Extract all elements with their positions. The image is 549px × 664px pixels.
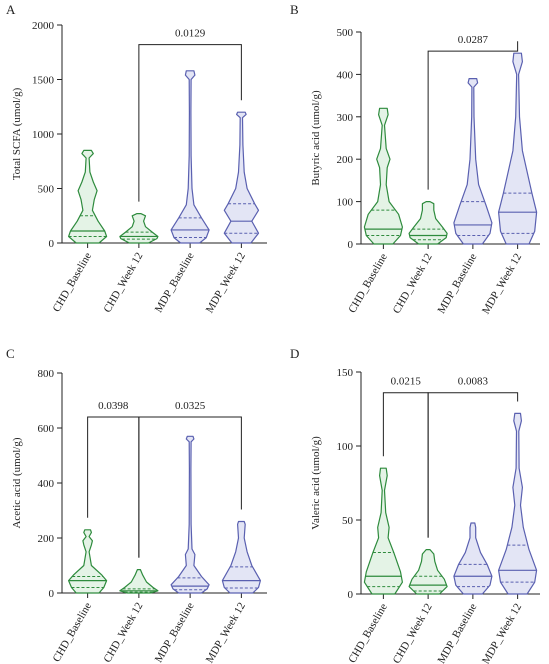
violin [221, 520, 261, 594]
y-tick-label: 500 [337, 27, 354, 39]
significance-bracket [382, 392, 429, 538]
y-axis-label: Butyric acid (umol/g) [310, 90, 322, 186]
x-tick-label: MDP_Baseline [435, 251, 479, 315]
violin [170, 435, 210, 594]
violin [363, 107, 403, 245]
significance-bracket [138, 44, 242, 202]
y-tick-label: 0 [348, 239, 354, 251]
p-value-label: 0.0398 [98, 400, 129, 412]
y-tick-label: 100 [337, 197, 354, 209]
y-tick-label: 500 [38, 184, 55, 196]
p-value-label: 0.0129 [175, 28, 206, 40]
y-tick-label: 400 [337, 69, 354, 81]
y-tick-label: 200 [38, 533, 55, 545]
panel-letter: B [290, 2, 299, 17]
y-tick-label: 2000 [32, 20, 55, 32]
y-tick-label: 400 [38, 478, 55, 490]
y-tick-label: 1000 [32, 129, 55, 141]
violin [170, 70, 210, 244]
p-value-label: 0.0325 [175, 400, 206, 412]
x-tick-label: CHD_Week 12 [101, 251, 145, 315]
p-value-label: 0.0215 [391, 376, 422, 388]
y-tick-label: 300 [337, 112, 354, 124]
x-tick-label: CHD_Week 12 [391, 602, 435, 664]
p-value-label: 0.0083 [458, 376, 489, 388]
y-tick-label: 150 [337, 367, 354, 379]
panel-a: A 0 500 1000 1500 2000 Total SCFA (umol/g) CHD_… [6, 2, 267, 315]
violin [498, 52, 538, 245]
x-tick-label: MDP_Baseline [435, 601, 479, 664]
significance-bracket [427, 392, 519, 538]
violin [408, 549, 448, 595]
y-tick-label: 1500 [32, 75, 55, 87]
p-value-label: 0.0287 [458, 34, 489, 46]
violin [453, 522, 493, 595]
y-tick-label: 100 [337, 441, 354, 453]
x-tick-label: MDP_Week 12 [480, 602, 524, 664]
panel-letter: A [6, 2, 16, 17]
significance-bracket [87, 416, 140, 558]
violin [119, 213, 159, 244]
violin [363, 467, 403, 595]
y-tick-label: 0 [49, 238, 55, 250]
panel-b: B 0 100 200 300 400 500 Butyric acid (umol/g) CH… [290, 2, 540, 316]
significance-bracket [138, 416, 242, 558]
x-tick-label: CHD_Baseline [51, 250, 95, 314]
x-tick-label: CHD_Baseline [346, 251, 390, 315]
x-tick-label: CHD_Week 12 [391, 252, 435, 316]
x-tick-label: MDP_Week 12 [204, 251, 248, 316]
y-axis-label: Valeric acid (umol/g) [310, 436, 322, 530]
violin [408, 201, 448, 245]
violin [68, 529, 108, 594]
y-tick-label: 0 [348, 589, 354, 601]
y-axis-label: Total SCFA (umol/g) [11, 87, 23, 180]
y-tick-label: 50 [342, 515, 354, 527]
panel-c: C 0 200 400 600 800 Acetic acid (umol/g) CHD_Ba… [6, 346, 267, 664]
x-tick-label: CHD_Week 12 [101, 601, 145, 664]
violin [119, 569, 159, 594]
y-tick-label: 200 [337, 154, 354, 166]
y-tick-label: 600 [38, 423, 55, 435]
x-tick-label: CHD_Baseline [346, 601, 390, 664]
panel-d: D 0 50 100 150 Valeric acid (umol/g) CHD_Basel… [290, 346, 540, 664]
violin [223, 111, 260, 244]
violin [68, 149, 108, 244]
x-tick-label: CHD_Baseline [51, 600, 95, 664]
x-tick-label: MDP_Week 12 [480, 252, 524, 317]
x-tick-label: MDP_Week 12 [204, 601, 248, 664]
y-axis-label: Acetic acid (umol/g) [11, 437, 23, 528]
y-tick-label: 0 [49, 588, 55, 600]
x-tick-label: MDP_Baseline [153, 600, 197, 664]
violin [453, 78, 493, 245]
x-tick-label: MDP_Baseline [153, 250, 197, 314]
violin [498, 412, 538, 595]
significance-bracket [427, 41, 519, 190]
panel-letter: C [6, 346, 15, 361]
y-tick-label: 800 [38, 368, 55, 380]
panel-letter: D [290, 346, 299, 361]
